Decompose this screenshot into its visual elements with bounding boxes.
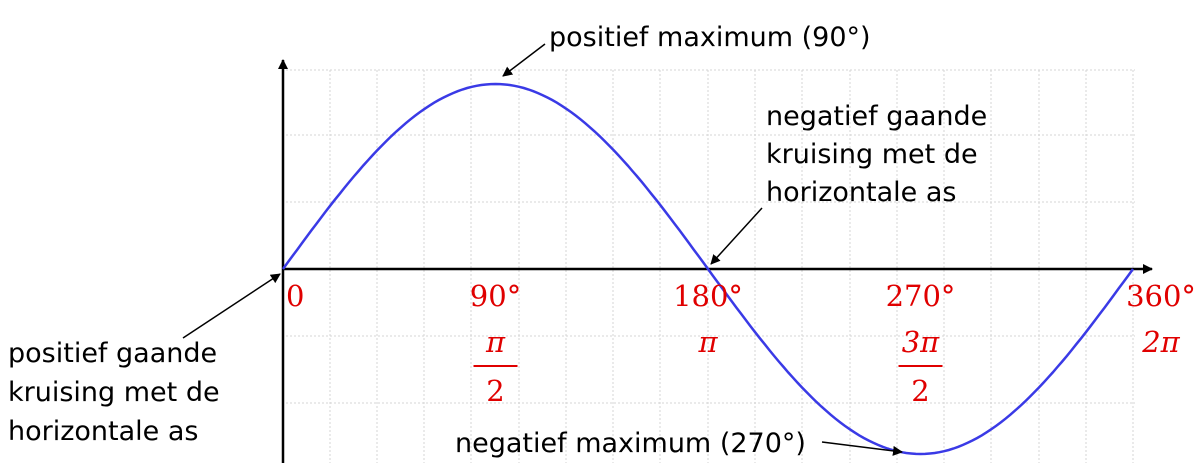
pos-cross-line-3: horizontale as <box>8 416 198 447</box>
tick-deg-90: 90° <box>470 279 521 313</box>
tick-rad-num-180: π <box>697 325 718 359</box>
neg-cross-arrow <box>710 207 763 265</box>
pos-max-label: positief maximum (90°) <box>549 22 871 53</box>
tick-rad-num-270: 3π <box>902 325 940 359</box>
pos-cross-label: positief gaande kruising met de horizont… <box>8 338 228 447</box>
tick-deg-360: 360° <box>1126 279 1196 313</box>
neg-cross-line-1: negatief gaande <box>766 101 987 132</box>
pos-cross-line-2: kruising met de <box>8 377 220 408</box>
pos-cross-arrow <box>182 273 281 339</box>
tick-deg-270: 270° <box>886 279 956 313</box>
tick-rad-den-270: 2 <box>911 374 929 408</box>
tick-deg-180: 180° <box>673 279 743 313</box>
tick-deg-0: 0 <box>286 279 304 313</box>
neg-max-arrow <box>821 441 903 456</box>
tick-labels: 0 90° π 2 180° π 270° 3π 2 360° 2π <box>286 279 1196 408</box>
tick-rad-num-90: π <box>485 325 506 359</box>
grid <box>282 69 1135 463</box>
pos-cross-line-1: positief gaande <box>8 338 217 369</box>
neg-max-label: negatief maximum (270°) <box>455 428 806 459</box>
tick-rad-den-90: 2 <box>486 374 504 408</box>
sine-curve <box>281 82 1135 456</box>
pos-max-arrow <box>502 43 546 77</box>
neg-cross-line-2: kruising met de <box>766 139 978 170</box>
neg-cross-label: negatief gaande kruising met de horizont… <box>766 101 996 208</box>
tick-rad-num-360: 2π <box>1141 325 1180 359</box>
neg-cross-line-3: horizontale as <box>766 177 956 208</box>
